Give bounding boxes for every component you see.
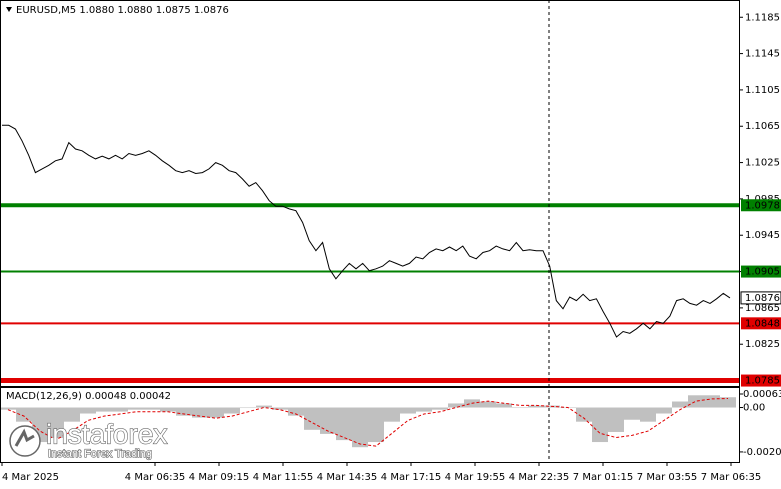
symbol: EURUSD,M5	[16, 5, 76, 16]
macd-bar	[688, 395, 704, 408]
y-tick-label: 1.1025	[745, 158, 780, 169]
low: 1.0875	[156, 5, 191, 16]
macd-bar	[704, 395, 720, 408]
current-price-box	[740, 291, 781, 305]
level-label-box	[741, 199, 781, 212]
macd-bar	[640, 407, 656, 422]
price-line	[2, 124, 731, 338]
x-tick-label: 4 Mar 22:35	[509, 472, 569, 483]
x-tick-label: 7 Mar 01:15	[573, 472, 633, 483]
level-label-box	[741, 374, 781, 387]
macd-bar	[368, 407, 384, 443]
macd-bar	[48, 407, 64, 438]
signal-value: 0.00042	[130, 391, 171, 402]
watermark-icon	[9, 425, 41, 457]
macd-bar	[576, 407, 592, 422]
level-label: 1.0905	[745, 267, 780, 278]
macd-bar	[496, 403, 512, 408]
macd-bar	[448, 403, 464, 408]
x-tick-label: 4 Mar 09:15	[189, 472, 249, 483]
y-tick-label: 1.0865	[745, 303, 780, 314]
x-tick-label: 4 Mar 17:15	[381, 472, 441, 483]
macd-bar	[272, 407, 288, 410]
macd-bar	[176, 407, 192, 416]
macd-bar	[160, 407, 176, 412]
y-tick-label: 0.00	[743, 403, 765, 414]
y-tick-label: 1.1105	[745, 85, 780, 96]
x-tick-label: 4 Mar 2025	[2, 472, 59, 483]
macd-bar	[336, 407, 352, 441]
macd-bar	[128, 407, 144, 410]
y-tick-label: 1.0825	[745, 339, 780, 350]
watermark-icon-mark	[14, 428, 35, 447]
x-tick-label: 4 Mar 11:55	[253, 472, 313, 483]
x-tick-label: 4 Mar 06:35	[125, 472, 185, 483]
y-tick-label: 1.1065	[745, 121, 780, 132]
macd-frame	[0, 387, 740, 463]
macd-bar	[608, 407, 624, 432]
macd-bar	[656, 407, 672, 414]
y-tick-label: 1.0945	[745, 230, 780, 241]
macd-bar	[512, 407, 528, 409]
macd-bar	[224, 407, 240, 414]
macd-bar	[80, 407, 96, 414]
level-label-box	[741, 317, 781, 330]
macd-bar	[384, 407, 400, 422]
high: 1.0880	[118, 5, 153, 16]
macd-bar	[192, 407, 208, 418]
macd-bar	[256, 405, 272, 408]
macd-header: MACD(12,26,9) 0.00048 0.00042	[6, 391, 171, 402]
x-tick-label: 7 Mar 03:55	[637, 472, 697, 483]
macd-bar	[144, 407, 160, 410]
macd-bar	[16, 407, 32, 422]
macd-bar	[240, 407, 256, 409]
macd-bar	[288, 407, 304, 416]
macd-bar	[0, 407, 16, 410]
open: 1.0880	[79, 5, 114, 16]
macd-value: 0.00048	[85, 391, 126, 402]
y-tick-label: 0.00063	[743, 389, 781, 400]
y-tick-label: 1.1185	[745, 12, 780, 23]
symbol-header: EURUSD,M5 1.0880 1.0880 1.0875 1.0876	[16, 5, 229, 16]
macd-bar	[672, 401, 688, 408]
macd-bar	[320, 407, 336, 434]
level-label: 1.0848	[745, 318, 780, 329]
macd-bar	[96, 407, 112, 412]
level-label: 1.0785	[745, 376, 780, 387]
signal-line	[7, 398, 729, 447]
x-tick-label: 7 Mar 06:35	[701, 472, 761, 483]
macd-bar	[592, 407, 608, 443]
y-tick-label: 1.1145	[745, 49, 780, 60]
level-label: 1.0978	[745, 200, 780, 211]
y-tick-label: -0.00207	[743, 447, 781, 458]
x-tick-label: 4 Mar 19:55	[445, 472, 505, 483]
macd-bar	[112, 407, 128, 412]
close: 1.0876	[194, 5, 229, 16]
watermark: instaforex Instant Forex Trading	[9, 418, 168, 461]
watermark-brand: instaforex	[46, 418, 167, 449]
main-frame	[0, 0, 740, 387]
watermark-tagline: Instant Forex Trading	[48, 448, 152, 460]
macd-bar	[624, 407, 640, 420]
level-label-box	[741, 265, 781, 278]
macd-bar	[432, 407, 448, 410]
macd-bar	[304, 407, 320, 430]
macd-bar	[208, 407, 224, 418]
macd-bar	[720, 397, 736, 408]
x-tick-label: 4 Mar 14:35	[317, 472, 377, 483]
macd-bar	[400, 407, 416, 414]
macd-bar	[480, 401, 496, 408]
macd-bar	[352, 407, 368, 448]
menu-triangle	[6, 7, 12, 12]
macd-bar	[528, 405, 544, 408]
macd-bar	[416, 407, 432, 412]
macd-title: MACD(12,26,9)	[6, 391, 82, 402]
macd-bar	[64, 407, 80, 422]
current-price-label: 1.0876	[745, 293, 780, 304]
